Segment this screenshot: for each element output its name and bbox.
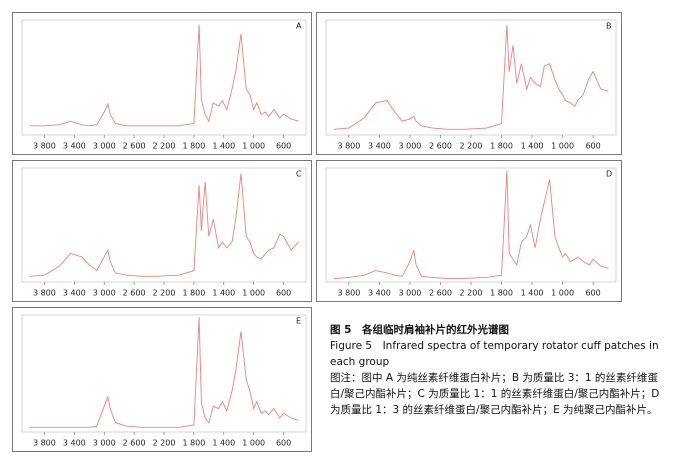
spectrum-panel: C 3 800 3 400 3 000 2 600 2 200 1 800 1 400 1 00… bbox=[12, 160, 312, 302]
plot-frame bbox=[21, 19, 307, 136]
x-tick-label: 600 bbox=[276, 289, 291, 298]
x-tick-label: 1 400 bbox=[212, 439, 235, 448]
panel-label: D bbox=[606, 170, 612, 179]
x-tick-label: 3 400 bbox=[63, 439, 86, 448]
x-tick-label: 600 bbox=[585, 142, 600, 151]
panel-label: E bbox=[296, 317, 301, 326]
x-tick-label: 600 bbox=[585, 289, 600, 298]
x-tick-label: 1 400 bbox=[212, 142, 235, 151]
x-tick-label: 3 800 bbox=[33, 289, 56, 298]
x-tick-label: 2 200 bbox=[153, 439, 176, 448]
x-tick-label: 2 600 bbox=[123, 439, 146, 448]
x-tick-label: 1 000 bbox=[551, 289, 574, 298]
plot-frame bbox=[21, 167, 307, 283]
spectrum-panel: A 3 800 3 400 3 000 2 600 2 200 1 800 1 400 1 00… bbox=[12, 12, 312, 155]
panel-label: A bbox=[296, 22, 302, 31]
x-tick-label: 3 400 bbox=[368, 142, 391, 151]
x-tick-label: 1 000 bbox=[242, 142, 265, 151]
x-tick-label: 2 200 bbox=[153, 142, 176, 151]
x-tick-label: 1 800 bbox=[182, 142, 205, 151]
x-tick-label: 3 400 bbox=[63, 142, 86, 151]
spectrum-panel: E 3 800 3 400 3 000 2 600 2 200 1 800 1 400 1 00… bbox=[12, 307, 312, 452]
spectrum-line bbox=[29, 173, 299, 277]
caption-title-en: Figure 5 Infrared spectra of temporary r… bbox=[330, 340, 659, 368]
caption-title-cn: 图 5 各组临时肩袖补片的红外光谱图 bbox=[330, 324, 509, 336]
x-tick-label: 600 bbox=[276, 142, 291, 151]
x-tick-label: 3 000 bbox=[93, 142, 116, 151]
spectrum-line bbox=[333, 170, 609, 280]
plot-frame bbox=[325, 167, 617, 283]
x-tick-label: 3 000 bbox=[93, 289, 116, 298]
x-tick-label: 1 800 bbox=[490, 289, 513, 298]
panel-label: B bbox=[606, 22, 612, 31]
panel-label: C bbox=[296, 170, 302, 179]
spectrum-line bbox=[29, 24, 299, 127]
x-tick-label: 1 400 bbox=[521, 142, 544, 151]
x-tick-label: 2 200 bbox=[153, 289, 176, 298]
x-tick-label: 2 600 bbox=[123, 289, 146, 298]
caption-note: 图注：图中 A 为纯丝素纤维蛋白补片；B 为质量比 3：1 的丝素纤维蛋白/聚己… bbox=[330, 372, 660, 416]
x-tick-label: 3 800 bbox=[33, 439, 56, 448]
x-tick-label: 1 000 bbox=[551, 142, 574, 151]
x-tick-label: 2 600 bbox=[123, 142, 146, 151]
spectrum-line bbox=[29, 317, 299, 428]
spectrum-panel: D 3 800 3 400 3 000 2 600 2 200 1 800 1 400 1 00… bbox=[316, 160, 622, 302]
x-tick-label: 3 400 bbox=[368, 289, 391, 298]
spectrum-panel: B 3 800 3 400 3 000 2 600 2 200 1 800 1 400 1 00… bbox=[316, 12, 622, 155]
plot-frame bbox=[21, 314, 307, 433]
x-tick-label: 1 800 bbox=[182, 439, 205, 448]
panel-frame bbox=[316, 12, 622, 155]
x-tick-label: 3 000 bbox=[398, 289, 421, 298]
x-tick-label: 2 600 bbox=[429, 289, 452, 298]
x-tick-label: 1 000 bbox=[242, 289, 265, 298]
panel-frame bbox=[12, 12, 312, 155]
x-tick-label: 3 800 bbox=[337, 142, 360, 151]
x-tick-label: 3 000 bbox=[398, 142, 421, 151]
x-tick-label: 3 400 bbox=[63, 289, 86, 298]
x-tick-label: 3 800 bbox=[33, 142, 56, 151]
x-tick-label: 3 800 bbox=[337, 289, 360, 298]
x-tick-label: 1 800 bbox=[490, 142, 513, 151]
panel-frame bbox=[12, 160, 312, 302]
x-tick-label: 1 400 bbox=[212, 289, 235, 298]
x-tick-label: 1 800 bbox=[182, 289, 205, 298]
x-tick-label: 1 400 bbox=[521, 289, 544, 298]
spectrum-line bbox=[333, 24, 609, 130]
panel-frame bbox=[12, 307, 312, 452]
caption: 图 5 各组临时肩袖补片的红外光谱图 Figure 5 Infrared spe… bbox=[330, 322, 666, 418]
x-tick-label: 3 000 bbox=[93, 439, 116, 448]
x-tick-label: 2 200 bbox=[460, 142, 483, 151]
x-tick-label: 600 bbox=[276, 439, 291, 448]
plot-frame bbox=[325, 19, 617, 136]
x-tick-label: 1 000 bbox=[242, 439, 265, 448]
x-tick-label: 2 600 bbox=[429, 142, 452, 151]
panel-frame bbox=[316, 160, 622, 302]
x-tick-label: 2 200 bbox=[460, 289, 483, 298]
